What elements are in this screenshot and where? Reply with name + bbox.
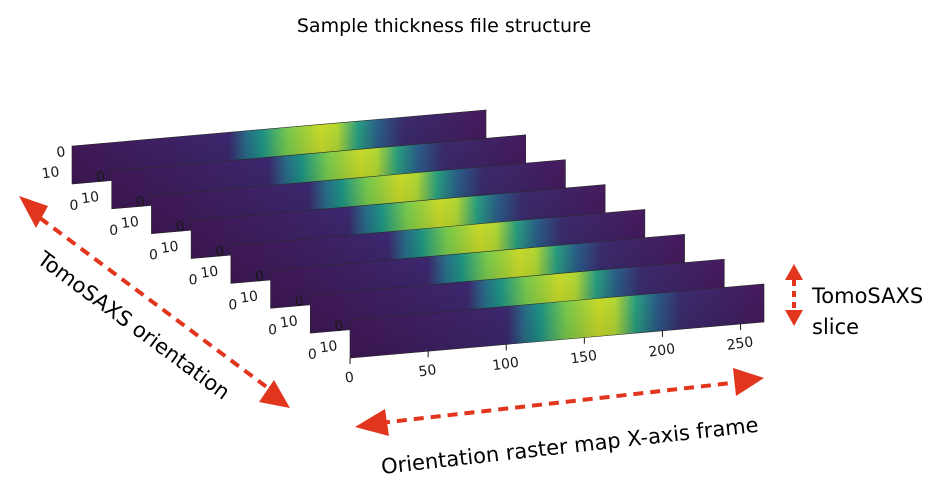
page-title: Sample thickness file structure (297, 15, 591, 37)
x-tick-label: 100 (491, 355, 520, 375)
slice-x-tick: 0 (268, 322, 277, 338)
orientation-arrow (19, 196, 290, 408)
x-tick-label: 150 (569, 348, 598, 368)
slice-y-tick: 10 (120, 214, 140, 232)
x-frame-arrow (355, 368, 764, 436)
slice-arrow-head-up (785, 264, 803, 280)
slice-8: 010 (319, 283, 765, 359)
slice-label-line1: TomoSAXS (811, 284, 923, 308)
slice-y-tick: 10 (41, 164, 61, 182)
x-tick-label: 0 (344, 369, 355, 386)
slice-arrow (785, 264, 803, 326)
slice-y-tick: 10 (200, 264, 220, 282)
slice-arrow-head-down (785, 310, 803, 326)
x-tick-label: 200 (648, 341, 677, 361)
orientation-arrow-head-top (19, 196, 48, 228)
slice-y-tick: 0 (175, 219, 186, 236)
slice-y-tick: 0 (135, 194, 146, 211)
slice-y-tick: 0 (254, 268, 265, 285)
orientation-arrow-head-bottom (259, 380, 290, 408)
slice-x-tick: 0 (308, 347, 317, 363)
slice-y-tick: 10 (80, 189, 100, 207)
slice-shade (350, 284, 764, 358)
slice-y-tick: 10 (160, 239, 180, 257)
x-frame-arrow-head-left (355, 409, 389, 436)
x-axis-frame-label: Orientation raster map X-axis frame (380, 413, 760, 479)
slice-x-tick: 0 (70, 198, 79, 214)
slice-y-tick: 10 (279, 313, 299, 331)
slice-label-line2: slice (812, 315, 859, 339)
slice-x-tick: 0 (149, 248, 158, 264)
x-tick-label: 50 (418, 362, 438, 380)
slice-y-tick: 0 (333, 318, 344, 335)
slice-x-tick: 0 (189, 273, 198, 289)
slice-y-tick: 10 (319, 338, 339, 356)
slice-y-tick: 0 (55, 144, 66, 161)
x-tick-label: 250 (726, 334, 755, 354)
slice-y-tick: 0 (294, 293, 305, 310)
slice-x-tick: 0 (109, 223, 118, 239)
x-frame-arrow-head-right (733, 368, 764, 396)
slice-x-tick: 0 (228, 297, 237, 313)
slice-y-tick: 0 (95, 169, 106, 186)
slice-y-tick: 0 (214, 244, 225, 261)
slice-y-tick: 10 (239, 288, 259, 306)
